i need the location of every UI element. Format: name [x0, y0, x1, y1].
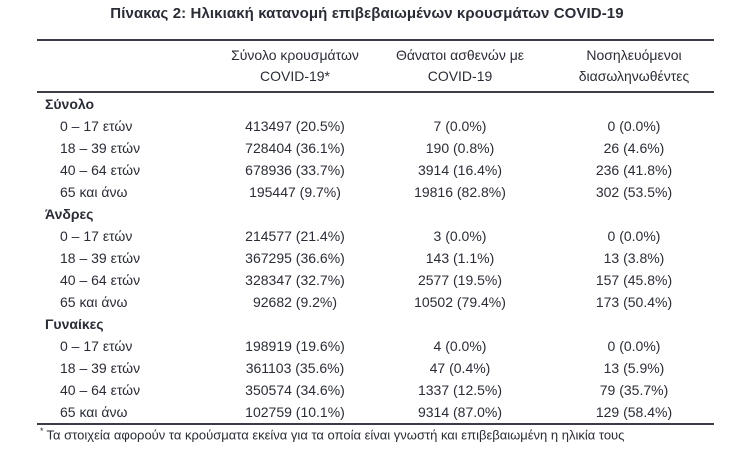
age-label: 65 και άνω [60, 184, 128, 200]
table-top-rule [37, 39, 714, 41]
section-header-women: Γυναίκες [37, 313, 714, 335]
intubated-value: 79 (35.7%) [599, 382, 669, 398]
age-label: 18 – 39 ετών [60, 360, 141, 376]
table-header-row: Σύνολο κρουσμάτων COVID-19* Θάνατοι ασθε… [37, 41, 714, 91]
footnote-marker: * [40, 426, 44, 436]
table-footnote: * Τα στοιχεία αφορούν τα κρούσματα εκείνα… [40, 426, 720, 442]
intubated-value: 129 (58.4%) [595, 404, 673, 420]
deaths-value: 3914 (16.4%) [417, 162, 503, 178]
table-row: 65 και άνω 102759 (10.1%) 9314 (87.0%) 1… [37, 401, 714, 423]
intubated-value: 0 (0.0%) [607, 228, 661, 244]
cases-value: 728404 (36.1%) [245, 140, 345, 156]
table-row: 40 – 64 ετών 350574 (34.6%) 1337 (12.5%)… [37, 379, 714, 401]
cases-value: 367295 (36.6%) [245, 250, 345, 266]
age-label: 65 και άνω [60, 294, 128, 310]
age-label: 0 – 17 ετών [60, 338, 133, 354]
age-label: 18 – 39 ετών [60, 140, 141, 156]
age-label: 0 – 17 ετών [60, 228, 133, 244]
table-row: 40 – 64 ετών 328347 (32.7%) 2577 (19.5%)… [37, 269, 714, 291]
section-header-total: Σύνολο [37, 93, 714, 115]
intubated-value: 236 (41.8%) [595, 162, 673, 178]
deaths-value: 4 (0.0%) [433, 338, 487, 354]
age-label: 40 – 64 ετών [60, 272, 141, 288]
table-title: Πίνακας 2: Ηλικιακή κατανομή επιβεβαιωμέ… [110, 5, 624, 22]
age-label: 18 – 39 ετών [60, 250, 141, 266]
column-header-cases: Σύνολο κρουσμάτων COVID-19* [231, 47, 359, 84]
section-label: Γυναίκες [45, 316, 104, 332]
deaths-value: 3 (0.0%) [433, 228, 487, 244]
cases-value: 328347 (32.7%) [245, 272, 345, 288]
column-header-intubated: Νοσηλευόμενοι διασωληνωθέντες [578, 47, 690, 84]
deaths-value: 47 (0.4%) [429, 360, 491, 376]
table-row: 0 – 17 ετών 198919 (19.6%) 4 (0.0%) 0 (0… [37, 335, 714, 357]
table-row: 18 – 39 ετών 728404 (36.1%) 190 (0.8%) 2… [37, 137, 714, 159]
table-bottom-rule [37, 423, 714, 425]
section-label: Άνδρες [45, 206, 94, 222]
age-label: 65 και άνω [60, 404, 128, 420]
intubated-value: 0 (0.0%) [607, 338, 661, 354]
age-distribution-table: Σύνολο κρουσμάτων COVID-19* Θάνατοι ασθε… [37, 39, 714, 425]
deaths-value: 143 (1.1%) [425, 250, 495, 266]
cases-value: 102759 (10.1%) [245, 404, 345, 420]
footnote-text: Τα στοιχεία αφορούν τα κρούσματα εκείνα … [46, 427, 625, 443]
intubated-value: 13 (3.8%) [603, 250, 665, 266]
table-row: 40 – 64 ετών 678936 (33.7%) 3914 (16.4%)… [37, 159, 714, 181]
cases-value: 413497 (20.5%) [245, 118, 345, 134]
deaths-value: 10502 (79.4%) [414, 294, 506, 310]
intubated-value: 157 (45.8%) [595, 272, 673, 288]
deaths-value: 7 (0.0%) [433, 118, 487, 134]
intubated-value: 302 (53.5%) [595, 184, 673, 200]
table-row: 65 και άνω 195447 (9.7%) 19816 (82.8%) 3… [37, 181, 714, 203]
cases-value: 198919 (19.6%) [245, 338, 345, 354]
intubated-value: 173 (50.4%) [595, 294, 673, 310]
column-header-deaths: Θάνατοι ασθενών με COVID-19 [395, 47, 525, 84]
table-row: 0 – 17 ετών 413497 (20.5%) 7 (0.0%) 0 (0… [37, 115, 714, 137]
cases-value: 361103 (35.6%) [245, 360, 345, 376]
deaths-value: 9314 (87.0%) [417, 404, 503, 420]
age-label: 0 – 17 ετών [60, 118, 133, 134]
deaths-value: 1337 (12.5%) [417, 382, 503, 398]
intubated-value: 26 (4.6%) [603, 140, 665, 156]
header-bottom-rule [37, 91, 714, 93]
cases-value: 350574 (34.6%) [245, 382, 345, 398]
table-row: 18 – 39 ετών 361103 (35.6%) 47 (0.4%) 13… [37, 357, 714, 379]
table-row: 0 – 17 ετών 214577 (21.4%) 3 (0.0%) 0 (0… [37, 225, 714, 247]
deaths-value: 2577 (19.5%) [417, 272, 503, 288]
cases-value: 214577 (21.4%) [245, 228, 345, 244]
table-row: 65 και άνω 92682 (9.2%) 10502 (79.4%) 17… [37, 291, 714, 313]
deaths-value: 190 (0.8%) [425, 140, 495, 156]
section-label: Σύνολο [45, 96, 95, 112]
cases-value: 678936 (33.7%) [245, 162, 345, 178]
intubated-value: 0 (0.0%) [607, 118, 661, 134]
section-header-men: Άνδρες [37, 203, 714, 225]
intubated-value: 13 (5.9%) [603, 360, 665, 376]
table-row: 18 – 39 ετών 367295 (36.6%) 143 (1.1%) 1… [37, 247, 714, 269]
deaths-value: 19816 (82.8%) [414, 184, 506, 200]
cases-value: 195447 (9.7%) [249, 184, 341, 200]
age-label: 40 – 64 ετών [60, 162, 141, 178]
cases-value: 92682 (9.2%) [252, 294, 338, 310]
age-label: 40 – 64 ετών [60, 382, 141, 398]
